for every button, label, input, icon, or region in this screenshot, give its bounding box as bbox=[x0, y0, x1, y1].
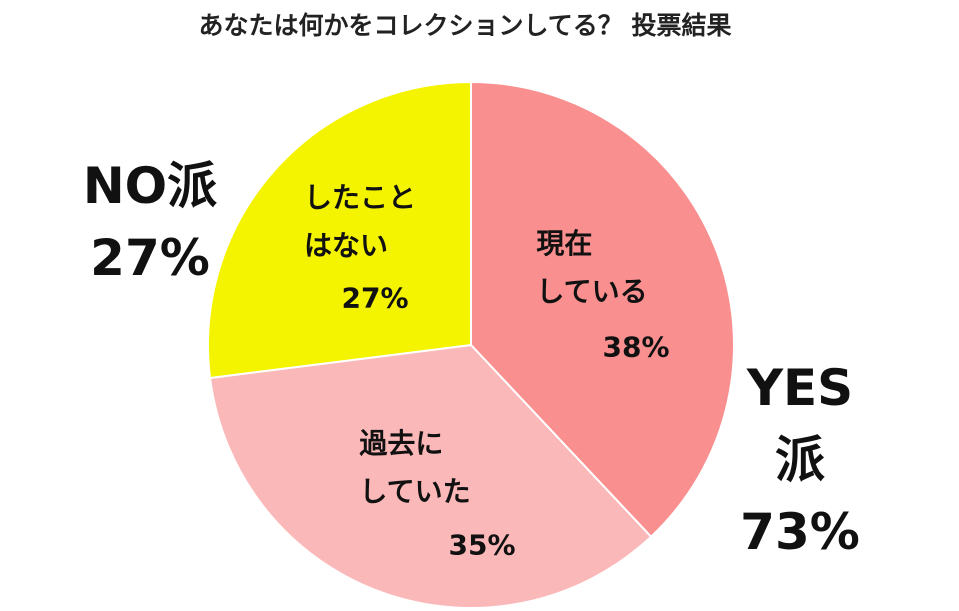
value-label: 27% bbox=[341, 281, 409, 315]
group-annotation: NO派 27% bbox=[82, 157, 218, 287]
pie-slice bbox=[208, 343, 653, 609]
slice-label: 過去に していた bbox=[359, 427, 471, 508]
pie-slice bbox=[470, 80, 735, 539]
group-annotation: YES 派 73% bbox=[740, 359, 860, 561]
value-label: 35% bbox=[448, 528, 516, 562]
value-label: 38% bbox=[602, 330, 670, 364]
pie-slice bbox=[207, 80, 472, 380]
slice-label: 現在 している bbox=[536, 227, 648, 308]
slice-label: したこと はない bbox=[303, 181, 417, 262]
chart-title: あなたは何かをコレクションしてる？ 投票結果 bbox=[198, 11, 732, 40]
